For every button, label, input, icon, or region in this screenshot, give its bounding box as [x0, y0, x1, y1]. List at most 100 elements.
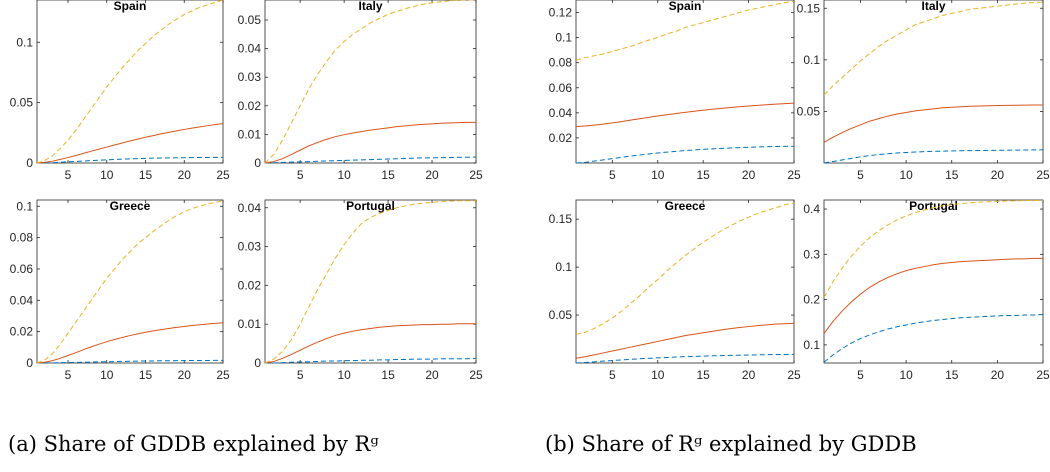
- y-tick-label: 0: [26, 356, 33, 370]
- x-tick-label: 5: [65, 168, 72, 182]
- y-tick-label: 0.06: [549, 81, 573, 95]
- caption-a: (a) Share of GDDB explained by Rᵍ: [8, 432, 379, 456]
- upper-band-line: [36, 0, 224, 164]
- panel-title: Portugal: [346, 199, 395, 213]
- y-tick-label: 0.3: [803, 247, 820, 261]
- plot-frame: [823, 0, 1044, 164]
- panel-a-italy: Italy 5 10 15 20 25 0 0.01 0.02 0.03 0.04 0.05: [238, 0, 483, 182]
- x-tick-label: 5: [857, 168, 864, 182]
- x-tick-label: 20: [178, 368, 192, 382]
- x-tick-label: 5: [609, 168, 616, 182]
- plot-frame: [575, 199, 795, 364]
- plot-frame: [575, 0, 795, 164]
- y-tick-label: 0.04: [238, 201, 262, 215]
- y-tick-label: 0.04: [549, 106, 573, 120]
- median-line: [264, 323, 476, 364]
- plot-frame: [36, 199, 224, 364]
- y-tick-label: 0: [254, 356, 261, 370]
- lower-band-line: [575, 145, 795, 164]
- lower-band-line: [37, 359, 223, 364]
- plot-frame: [264, 199, 477, 364]
- y-tick-label: 0.02: [549, 131, 573, 145]
- y-tick-label: 0.1: [803, 53, 820, 67]
- x-tick-label: 10: [337, 368, 351, 382]
- panel-title: Greece: [110, 199, 151, 213]
- x-tick-label: 25: [216, 168, 230, 182]
- panel-title: Greece: [665, 199, 706, 213]
- y-tick-label: 0.01: [238, 317, 262, 331]
- x-tick-label: 20: [425, 368, 439, 382]
- y-tick-label: 0.15: [797, 1, 821, 15]
- x-tick-label: 25: [787, 368, 801, 382]
- x-tick-label: 5: [297, 168, 304, 182]
- y-tick-label: 0.02: [238, 99, 262, 113]
- y-tick-label: 0.08: [549, 56, 573, 70]
- panel-title: Italy: [921, 0, 945, 13]
- lower-band-line: [37, 156, 223, 164]
- y-tick-label: 0.05: [549, 308, 573, 322]
- x-tick-label: 20: [991, 168, 1005, 182]
- y-tick-label: 0.1: [16, 35, 33, 49]
- x-tick-label: 20: [991, 368, 1005, 382]
- panel-title: Portugal: [909, 199, 958, 213]
- y-tick-label: 0.4: [803, 202, 820, 216]
- lower-band-line: [264, 156, 477, 164]
- y-tick-label: 0.06: [10, 262, 34, 276]
- x-tick-label: 20: [742, 168, 756, 182]
- y-tick-label: 0.08: [10, 231, 34, 245]
- panel-title: Italy: [358, 0, 382, 13]
- x-tick-label: 10: [899, 168, 913, 182]
- x-tick-label: 15: [696, 368, 710, 382]
- x-tick-label: 25: [1036, 168, 1050, 182]
- panel-a-spain: Spain 5 10 15 20 25 0 0.05 0.1: [10, 0, 230, 182]
- x-tick-label: 25: [1036, 368, 1050, 382]
- y-tick-label: 0.1: [803, 338, 820, 352]
- x-tick-label: 20: [425, 168, 439, 182]
- upper-band-line: [575, 202, 795, 335]
- median-line: [823, 257, 1043, 334]
- y-tick-label: 0.03: [238, 240, 262, 254]
- panel-a-greece: Greece 5 10 15 20 25 0 0.02 0.04 0.06 0.08 0.1: [10, 199, 230, 382]
- panel-title: Spain: [669, 0, 702, 13]
- y-tick-label: 0.2: [803, 293, 820, 307]
- y-tick-label: 0.05: [10, 96, 34, 110]
- upper-band-line: [575, 0, 795, 61]
- x-tick-label: 5: [65, 368, 72, 382]
- y-tick-label: 0.1: [555, 260, 572, 274]
- x-tick-label: 15: [139, 368, 153, 382]
- y-tick-label: 0: [26, 156, 33, 170]
- x-tick-label: 25: [469, 368, 483, 382]
- x-tick-label: 10: [100, 168, 114, 182]
- y-tick-label: 0: [254, 156, 261, 170]
- x-tick-label: 10: [899, 368, 913, 382]
- panel-title: Spain: [114, 0, 147, 13]
- lower-band-line: [265, 357, 477, 364]
- y-tick-label: 0.04: [238, 42, 262, 56]
- median-line: [36, 322, 224, 364]
- y-tick-label: 0.12: [549, 6, 573, 20]
- upper-band-line: [36, 200, 224, 364]
- upper-band-line: [823, 199, 1043, 298]
- y-tick-label: 0.03: [238, 70, 262, 84]
- y-tick-label: 0.01: [238, 127, 262, 141]
- x-tick-label: 25: [216, 368, 230, 382]
- lower-band-line: [823, 314, 1044, 363]
- y-tick-label: 0.1: [16, 199, 33, 213]
- plot-frame: [264, 0, 477, 164]
- x-tick-label: 5: [609, 368, 616, 382]
- plot-frame: [36, 0, 224, 164]
- plot-frame: [823, 199, 1044, 364]
- x-tick-label: 10: [651, 368, 665, 382]
- caption-b: (b) Share of Rᵍ explained by GDDB: [545, 432, 917, 456]
- x-tick-label: 10: [100, 368, 114, 382]
- panel-a-portugal: Portugal 5 10 15 20 25 0 0.01 0.02 0.03 0.04: [238, 199, 483, 382]
- y-tick-label: 0.05: [797, 104, 821, 118]
- x-tick-label: 10: [651, 168, 665, 182]
- x-tick-label: 25: [787, 168, 801, 182]
- y-tick-label: 0.02: [10, 325, 34, 339]
- panel-b-greece: Greece 5 10 15 20 25 0.05 0.1 0.15: [549, 199, 801, 382]
- x-tick-label: 20: [742, 368, 756, 382]
- x-tick-label: 15: [381, 168, 395, 182]
- y-tick-label: 0.1: [555, 31, 572, 45]
- x-tick-label: 5: [857, 368, 864, 382]
